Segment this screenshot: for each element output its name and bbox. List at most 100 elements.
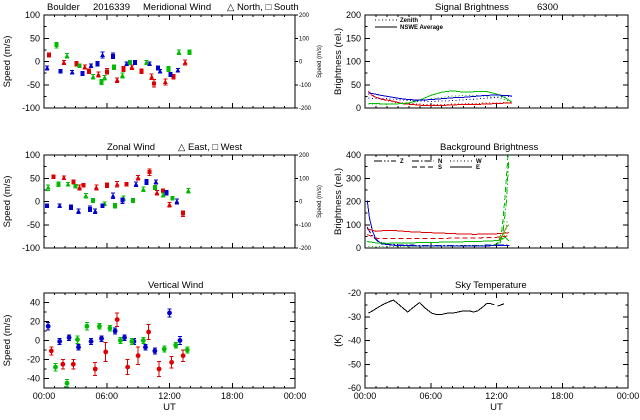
data-point bbox=[88, 338, 94, 345]
data-point bbox=[102, 74, 108, 81]
data-point bbox=[161, 345, 167, 353]
data-point bbox=[174, 198, 180, 205]
right-axis-tick-label: 100 bbox=[299, 36, 310, 42]
data-point bbox=[140, 337, 146, 344]
data-point bbox=[88, 205, 93, 213]
data-point bbox=[114, 312, 120, 327]
plot-frame bbox=[364, 292, 629, 389]
data-point bbox=[92, 208, 98, 215]
data-point bbox=[139, 68, 144, 75]
data-point bbox=[73, 183, 78, 189]
y-axis-label: Brightness (rel.) bbox=[333, 28, 344, 95]
data-point bbox=[121, 66, 126, 72]
data-point bbox=[120, 72, 125, 79]
data-point bbox=[57, 203, 63, 209]
data-point bbox=[167, 308, 172, 318]
data-point bbox=[45, 321, 51, 331]
y-tick-label: 300 bbox=[346, 173, 361, 183]
y-tick-label: 20 bbox=[30, 317, 40, 327]
series-red-lower bbox=[367, 234, 510, 240]
right-axis-tick-label: -100 bbox=[299, 223, 312, 229]
y-tick-label: 400 bbox=[346, 150, 361, 160]
data-point bbox=[130, 198, 135, 203]
data-point bbox=[100, 203, 105, 209]
data-point bbox=[93, 184, 99, 191]
data-point bbox=[129, 338, 135, 345]
data-point bbox=[64, 378, 70, 388]
data-point bbox=[66, 334, 72, 341]
y-tick-label: 100 bbox=[346, 57, 361, 67]
data-point bbox=[69, 204, 74, 210]
panel-title: Sky Temperature bbox=[455, 280, 527, 291]
data-point bbox=[47, 52, 52, 58]
plot-frame bbox=[43, 14, 296, 109]
data-point bbox=[84, 321, 90, 331]
right-axis-tick-label: -200 bbox=[299, 246, 312, 252]
y-tick-label: 100 bbox=[25, 150, 40, 160]
panel-title: Signal Brightness bbox=[435, 2, 509, 13]
y-tick-label: 50 bbox=[351, 80, 361, 90]
data-point bbox=[122, 334, 127, 341]
data-point bbox=[156, 360, 162, 378]
y-tick-label: 200 bbox=[346, 10, 361, 20]
data-point bbox=[60, 359, 66, 370]
y-tick-label: -60 bbox=[348, 383, 361, 393]
right-axis-tick-label: -100 bbox=[299, 83, 312, 89]
data-point bbox=[181, 210, 186, 217]
y-tick-label: 150 bbox=[346, 33, 361, 43]
data-point bbox=[147, 61, 153, 67]
panel-title: Zonal Wind bbox=[107, 142, 155, 153]
data-point bbox=[75, 335, 80, 344]
x-tick-label: 18:00 bbox=[221, 391, 244, 401]
data-point bbox=[61, 59, 67, 65]
data-point bbox=[114, 77, 120, 83]
x-tick-label: 00:00 bbox=[617, 391, 640, 401]
data-point bbox=[175, 67, 181, 73]
data-point bbox=[170, 195, 175, 201]
series-green-spike-s bbox=[494, 154, 509, 246]
data-point bbox=[81, 182, 86, 188]
data-point bbox=[69, 69, 75, 75]
y-tick-label: 0 bbox=[35, 197, 40, 207]
series-red-average bbox=[367, 90, 512, 107]
data-point bbox=[107, 324, 113, 332]
data-point bbox=[153, 179, 159, 185]
y-tick-label: 200 bbox=[346, 197, 361, 207]
series-green-mid bbox=[367, 236, 510, 244]
data-point bbox=[168, 72, 173, 77]
data-point bbox=[114, 181, 120, 188]
x-tick-label: 06:00 bbox=[419, 391, 442, 401]
legend-label: N bbox=[438, 159, 442, 165]
panel-title: 6300 bbox=[537, 2, 558, 13]
y-axis-label: (K) bbox=[333, 334, 344, 347]
series-sky-temp-1 bbox=[368, 299, 495, 315]
data-point bbox=[132, 60, 137, 65]
x-tick-label: 00:00 bbox=[33, 391, 56, 401]
data-point bbox=[53, 362, 58, 372]
panel-title: △ East, □ West bbox=[178, 142, 242, 153]
data-point bbox=[112, 64, 117, 70]
data-point bbox=[152, 347, 158, 355]
data-point bbox=[112, 327, 118, 335]
series-sky-temp-2 bbox=[497, 303, 505, 307]
data-point bbox=[91, 198, 96, 203]
data-point bbox=[71, 179, 76, 185]
data-point bbox=[157, 68, 163, 74]
series-blue-zenith bbox=[368, 95, 512, 103]
data-point bbox=[154, 189, 160, 196]
data-point bbox=[61, 175, 67, 181]
data-point bbox=[57, 338, 63, 345]
data-point bbox=[111, 52, 116, 60]
series-blue-north bbox=[366, 226, 510, 247]
data-point bbox=[140, 186, 146, 193]
panel-vertical-wind: -40 -20 0 20 40 Speed (m/s) Vertical Wind 00:00… bbox=[2, 280, 306, 413]
data-point bbox=[82, 64, 88, 70]
series-blue-zenith bbox=[366, 200, 510, 247]
data-point bbox=[124, 181, 129, 187]
data-point bbox=[146, 323, 151, 341]
data-point bbox=[135, 174, 141, 181]
data-point bbox=[70, 359, 76, 370]
data-point bbox=[135, 346, 141, 365]
y-tick-label: -50 bbox=[27, 80, 40, 90]
data-point bbox=[162, 78, 168, 86]
